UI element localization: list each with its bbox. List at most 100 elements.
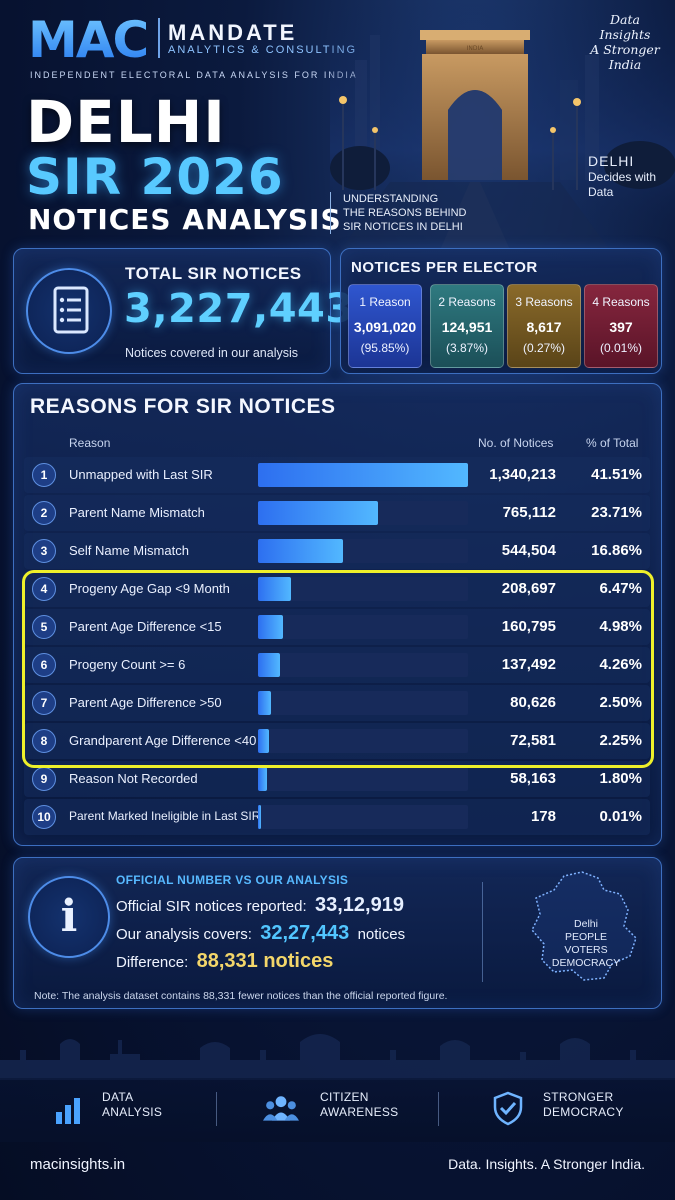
reason-label: Unmapped with Last SIR bbox=[69, 467, 213, 482]
box-percent: (95.85%) bbox=[360, 341, 410, 355]
notice-count: 765,112 bbox=[502, 504, 556, 521]
box-percent: (0.01%) bbox=[599, 341, 643, 355]
panel-divider bbox=[482, 882, 483, 982]
row-number-badge: 6 bbox=[32, 653, 56, 677]
notice-count: 160,795 bbox=[501, 618, 556, 635]
bar-track bbox=[258, 729, 468, 753]
bar bbox=[258, 767, 268, 791]
reasons-title: REASONS FOR SIR NOTICES bbox=[30, 395, 336, 418]
footer-item-stronger-democracy: STRONGER DEMOCRACY bbox=[543, 1090, 624, 1119]
percent-of-total: 0.01% bbox=[599, 808, 642, 825]
reason-label: Parent Marked Ineligible in Last SIR bbox=[69, 809, 261, 823]
official-vs-analysis-panel bbox=[13, 857, 662, 1009]
table-row: 4 Progeny Age Gap <9 Month 208,697 6.47% bbox=[24, 571, 650, 607]
footer-bar bbox=[0, 1078, 675, 1142]
difference-value: 88,331 notices bbox=[196, 950, 334, 972]
percent-of-total: 2.25% bbox=[599, 732, 642, 749]
bar bbox=[258, 539, 344, 563]
notice-count: 58,163 bbox=[510, 770, 556, 787]
bar-track bbox=[258, 653, 468, 677]
bar-track bbox=[258, 463, 468, 487]
row-number-badge: 8 bbox=[32, 729, 56, 753]
svg-text:INDIA: INDIA bbox=[467, 45, 485, 52]
bar bbox=[258, 615, 284, 639]
footer-item-data-analysis: DATA ANALYSIS bbox=[102, 1090, 163, 1119]
box-value: 397 bbox=[609, 319, 633, 335]
bar bbox=[258, 653, 280, 677]
footer-divider bbox=[216, 1092, 217, 1126]
table-row: 8 Grandparent Age Difference <40 72,581 2.2… bbox=[24, 723, 650, 759]
reason-label: Progeny Age Gap <9 Month bbox=[69, 581, 230, 596]
reason-label: Self Name Mismatch bbox=[69, 543, 189, 558]
difference-line: Difference: 88,331 notices bbox=[116, 950, 334, 972]
notice-count: 178 bbox=[530, 808, 556, 825]
title-notices-analysis: NOTICES ANALYSIS bbox=[28, 203, 342, 236]
official-note: Note: The analysis dataset contains 88,3… bbox=[34, 990, 448, 1002]
reason-label: Parent Age Difference >50 bbox=[69, 695, 222, 710]
official-reported-line: Official SIR notices reported: 33,12,919 bbox=[116, 894, 404, 916]
notice-count: 208,697 bbox=[501, 580, 556, 597]
header-tagline: INDEPENDENT ELECTORAL DATA ANALYSIS FOR … bbox=[30, 70, 358, 80]
row-number-badge: 1 bbox=[32, 463, 56, 487]
total-notices-note: Notices covered in our analysis bbox=[125, 346, 298, 360]
total-notices-label: TOTAL SIR NOTICES bbox=[125, 264, 302, 283]
reason-count-box-4: 4 Reasons 397 (0.01%) bbox=[584, 284, 658, 368]
row-number-badge: 5 bbox=[32, 615, 56, 639]
row-number-badge: 10 bbox=[32, 805, 56, 829]
footer-slogan: Data. Insights. A Stronger India. bbox=[448, 1156, 645, 1172]
mac-logo: MAC bbox=[28, 14, 156, 66]
percent-of-total: 41.51% bbox=[591, 466, 642, 483]
notice-count: 137,492 bbox=[501, 656, 556, 673]
reason-label: Reason Not Recorded bbox=[69, 771, 198, 786]
bar bbox=[258, 729, 270, 753]
table-row: 7 Parent Age Difference >50 80,626 2.50% bbox=[24, 685, 650, 721]
table-row: 2 Parent Name Mismatch 765,112 23.71% bbox=[24, 495, 650, 531]
title-sir-2026: SIR 2026 bbox=[26, 148, 284, 206]
reason-label: Parent Name Mismatch bbox=[69, 505, 205, 520]
bar-track bbox=[258, 691, 468, 715]
bar-track bbox=[258, 805, 468, 829]
delhi-map-icon bbox=[531, 871, 637, 981]
bar bbox=[258, 577, 291, 601]
bar bbox=[258, 501, 378, 525]
box-value: 3,091,020 bbox=[353, 319, 417, 335]
box-label: 2 Reasons bbox=[438, 295, 496, 309]
brand-name: MANDATE bbox=[168, 20, 298, 45]
footer-item-citizen-awareness: CITIZEN AWARENESS bbox=[320, 1090, 399, 1119]
percent-of-total: 4.26% bbox=[599, 656, 642, 673]
box-percent: (0.27%) bbox=[522, 341, 566, 355]
percent-of-total: 16.86% bbox=[591, 542, 642, 559]
map-caption: Delhi PEOPLE VOTERS DEMOCRACY bbox=[551, 918, 621, 969]
bar bbox=[258, 463, 468, 487]
analysis-covers-value: 32,27,443 bbox=[260, 922, 350, 944]
website-link[interactable]: macinsights.in bbox=[30, 1156, 126, 1173]
footer-divider bbox=[438, 1092, 439, 1126]
box-value: 124,951 bbox=[441, 319, 493, 335]
india-gate-illustration: INDIA bbox=[330, 0, 675, 250]
brand-subtitle: ANALYTICS & CONSULTING bbox=[168, 44, 358, 56]
row-number-badge: 2 bbox=[32, 501, 56, 525]
notice-count: 72,581 bbox=[510, 732, 556, 749]
percent-of-total: 4.98% bbox=[599, 618, 642, 635]
table-row: 5 Parent Age Difference <15 160,795 4.98% bbox=[24, 609, 650, 645]
reason-label: Parent Age Difference <15 bbox=[69, 619, 222, 634]
reason-count-box-1: 1 Reason 3,091,020 (95.85%) bbox=[348, 284, 422, 368]
table-row: 6 Progeny Count >= 6 137,492 4.26% bbox=[24, 647, 650, 683]
skyline-silhouette bbox=[0, 1034, 675, 1080]
bar-chart-icon bbox=[56, 1098, 80, 1124]
people-icon bbox=[263, 1096, 299, 1121]
table-row: 10 Parent Marked Ineligible in Last SIR 17… bbox=[24, 799, 650, 835]
bar bbox=[258, 691, 271, 715]
slogan-script: Data Insights A Stronger India bbox=[590, 12, 660, 72]
row-number-badge: 3 bbox=[32, 539, 56, 563]
notices-per-elector-title: NOTICES PER ELECTOR bbox=[351, 259, 538, 276]
delhi-decides-caption: DELHI Decides with Data bbox=[588, 153, 657, 200]
bar-track bbox=[258, 501, 468, 525]
table-row: 3 Self Name Mismatch 544,504 16.86% bbox=[24, 533, 650, 569]
box-percent: (3.87%) bbox=[445, 341, 489, 355]
bar-track bbox=[258, 615, 468, 639]
shield-check-icon bbox=[493, 1091, 523, 1126]
box-label: 1 Reason bbox=[359, 295, 411, 309]
reason-label: Grandparent Age Difference <40 bbox=[69, 733, 257, 748]
document-list-icon bbox=[26, 268, 112, 354]
